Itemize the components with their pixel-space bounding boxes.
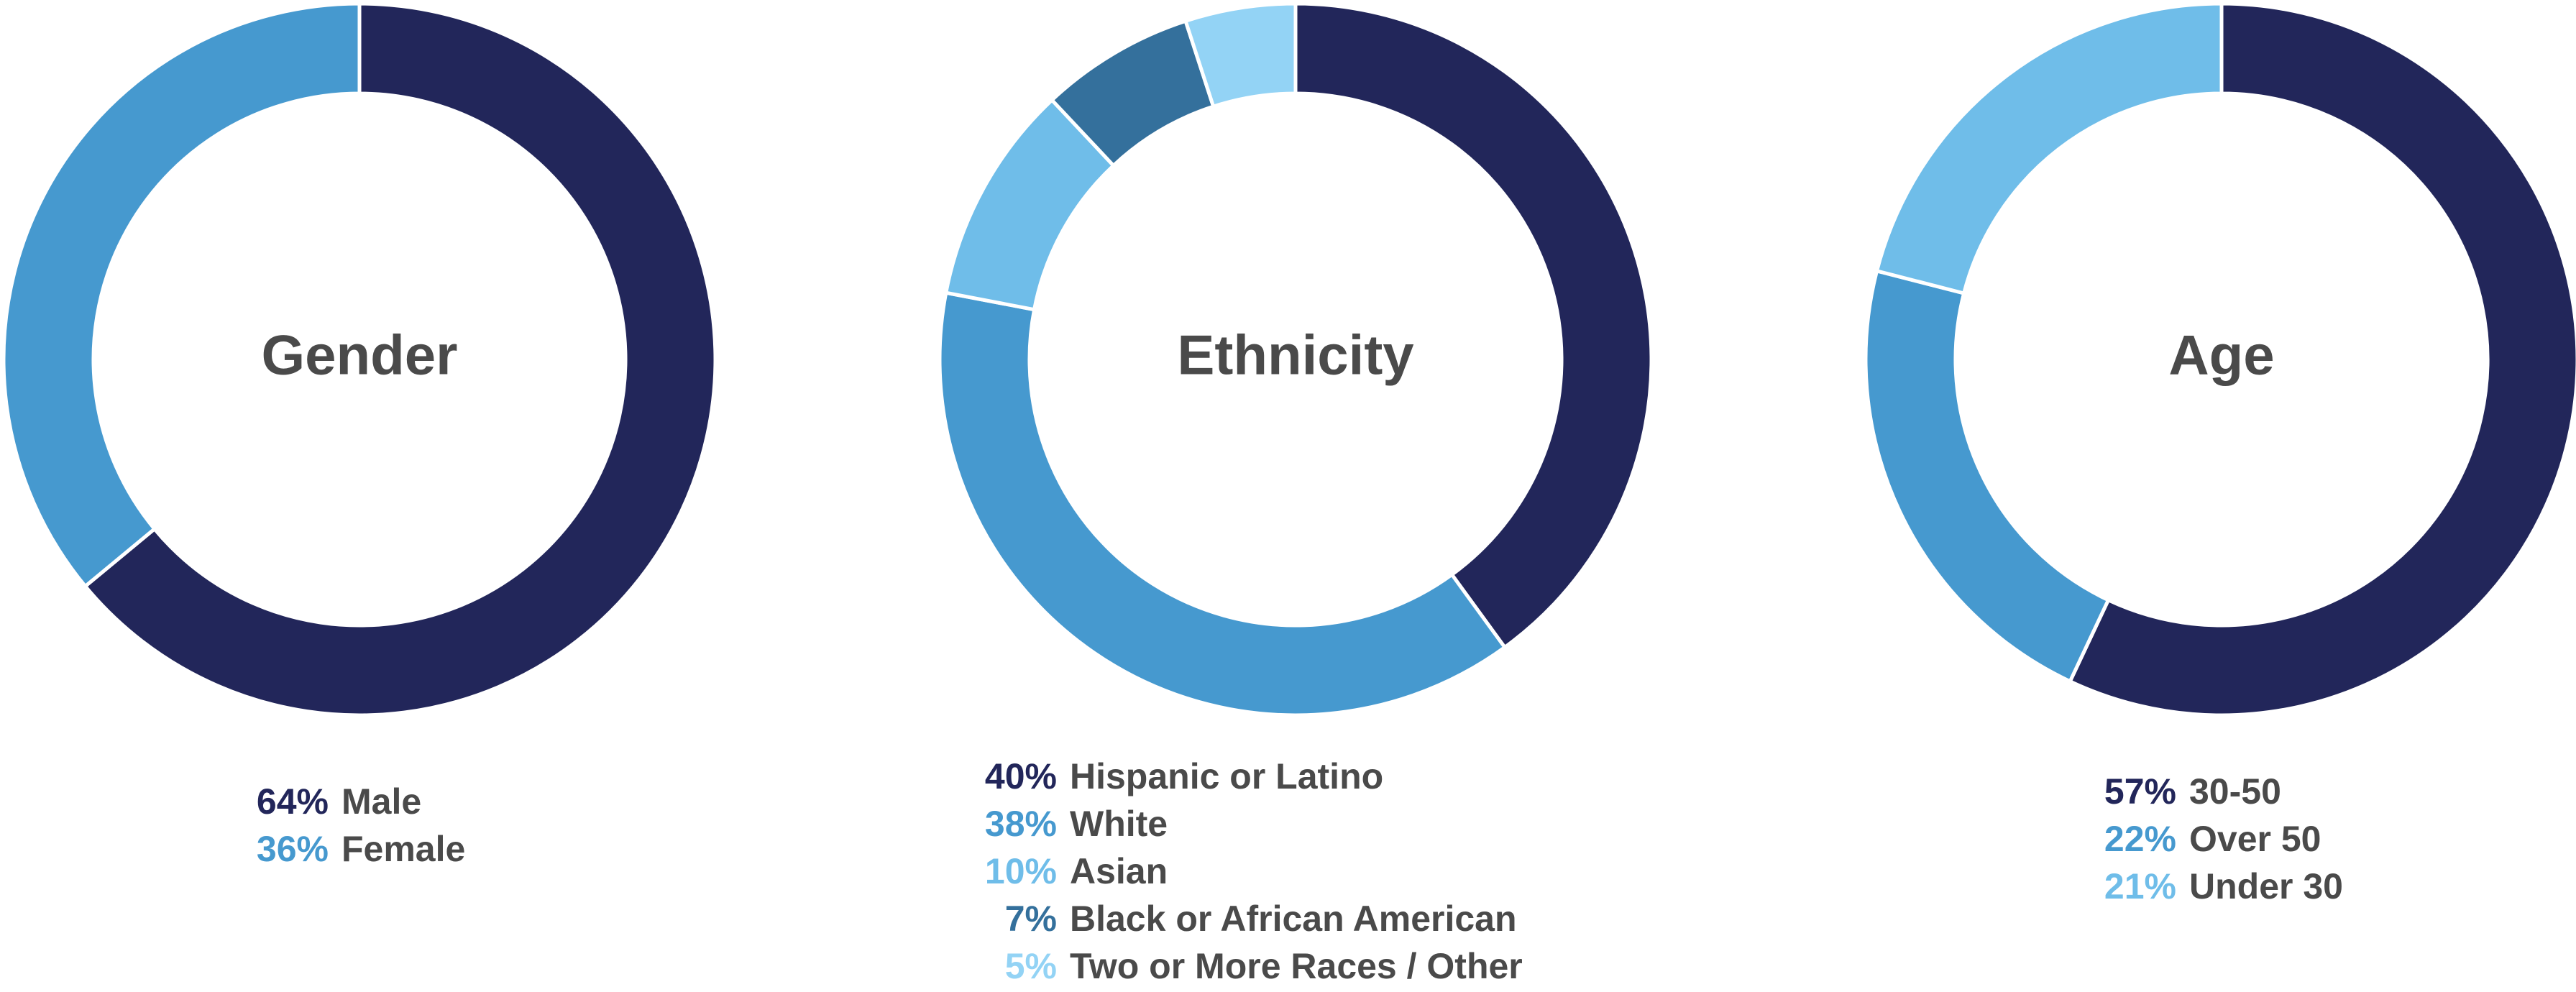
gender-legend: 64% Male 36% Female [239, 778, 465, 873]
legend-value: 7% [1004, 899, 1057, 939]
age-legend: 57% 30-50 22% Over 50 21% Under 30 [2086, 768, 2343, 910]
legend-label: Over 50 [2189, 819, 2321, 859]
legend-label: Two or More Races / Other [1070, 946, 1523, 986]
legend-item-over-50: 22% Over 50 [2086, 815, 2343, 863]
legend-value: 38% [984, 804, 1057, 844]
ethnicity-legend: 40% Hispanic or Latino 38% White 10% Asian 7% B… [948, 753, 1523, 990]
legend-label: White [1070, 804, 1168, 844]
legend-label: Asian [1070, 851, 1168, 891]
legend-value: 57% [2104, 771, 2176, 812]
gender-slices [1, 1, 718, 717]
legend-label: Under 30 [2189, 866, 2343, 906]
donut-chart-gender: Gender [1, 1, 718, 717]
legend-item-black-or-african-american: 7% Black or African American [948, 895, 1523, 942]
gender-chart-title: Gender [261, 323, 457, 387]
legend-value: 36% [256, 829, 329, 869]
ethnicity-chart-title: Ethnicity [1177, 323, 1413, 387]
slice-hispanic-or-latino [1293, 1, 1654, 650]
legend-item-under-30: 21% Under 30 [2086, 863, 2343, 910]
legend-item-asian: 10% Asian [948, 848, 1523, 895]
legend-value: 10% [984, 851, 1057, 891]
legend-value: 5% [1004, 946, 1057, 986]
legend-item-hispanic-or-latino: 40% Hispanic or Latino [948, 753, 1523, 800]
slice-two-or-more-races-other [1183, 1, 1298, 109]
legend-label: Female [342, 829, 466, 869]
donut-chart-ethnicity: Ethnicity [938, 1, 1654, 717]
legend-value: 64% [256, 781, 329, 822]
legend-item-white: 38% White [948, 800, 1523, 848]
legend-label: Black or African American [1070, 899, 1517, 939]
donut-chart-age: Age [1864, 1, 2576, 717]
ethnicity-slices [938, 1, 1654, 717]
legend-label: Hispanic or Latino [1070, 756, 1384, 796]
legend-value: 40% [984, 756, 1057, 796]
legend-value: 22% [2104, 819, 2176, 859]
legend-item-two-or-more-races-other: 5% Two or More Races / Other [948, 942, 1523, 990]
slice-30-50 [2067, 1, 2576, 717]
slice-female [1, 1, 362, 589]
age-chart-title: Age [2168, 323, 2274, 387]
slice-over-50 [1864, 268, 2111, 684]
legend-value: 21% [2104, 866, 2176, 906]
legend-item-male: 64% Male [239, 778, 465, 825]
slice-male [83, 1, 718, 717]
slice-under-30 [1874, 1, 2224, 296]
legend-item-female: 36% Female [239, 825, 465, 873]
legend-label: 30-50 [2189, 771, 2281, 812]
legend-item-30-50: 57% 30-50 [2086, 768, 2343, 815]
age-slices [1864, 1, 2576, 717]
legend-label: Male [342, 781, 422, 822]
slice-white [938, 290, 1508, 717]
